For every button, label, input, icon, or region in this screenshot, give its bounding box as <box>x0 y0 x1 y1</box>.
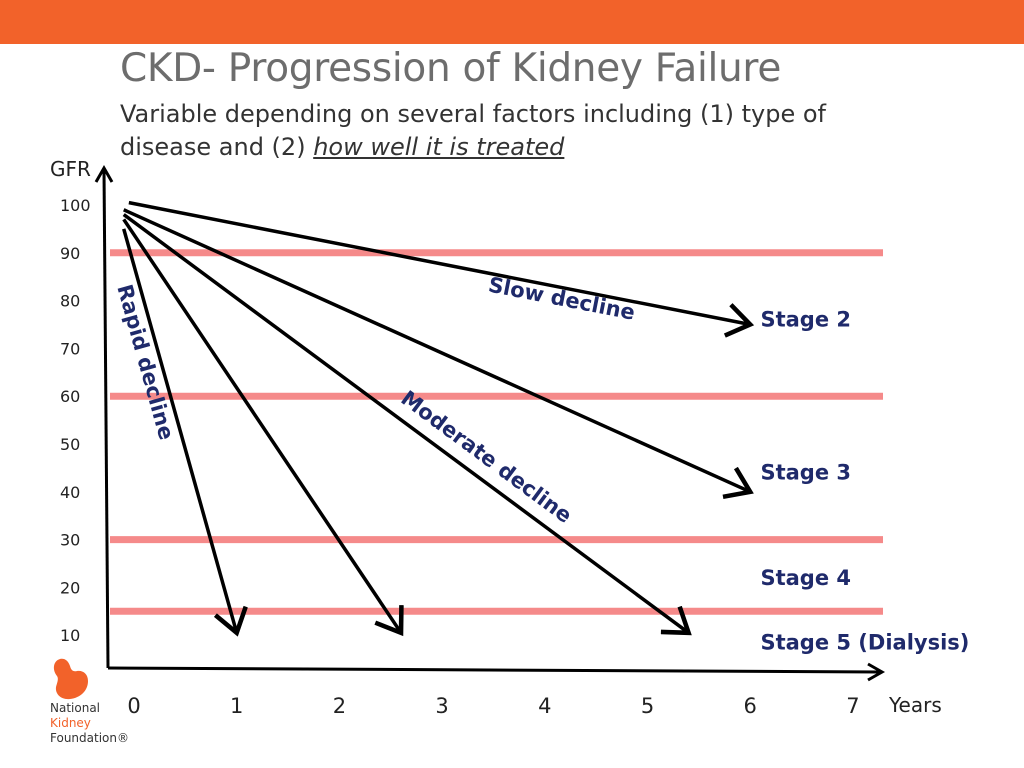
y-tick-label: 60 <box>60 387 80 406</box>
x-axis-line <box>107 666 881 674</box>
x-tick-label: 4 <box>538 694 551 718</box>
x-tick-label: 5 <box>641 694 654 718</box>
x-tick-label: 7 <box>846 694 859 718</box>
y-tick-label: 30 <box>60 531 80 550</box>
decline-arrow-2 <box>122 218 401 632</box>
y-tick-label: 40 <box>60 483 80 502</box>
slide-title: CKD- Progression of Kidney Failure <box>120 46 782 91</box>
moderate-decline-label: Moderate decline <box>396 386 576 528</box>
slide-subtitle: Variable depending on several factors in… <box>120 98 840 164</box>
x-axis-arrowhead <box>867 662 886 682</box>
x-tick-label: 2 <box>333 694 346 718</box>
y-tick-label: 90 <box>60 244 80 263</box>
logo-text-national: National <box>50 701 101 715</box>
y-tick-label: 10 <box>60 626 80 645</box>
y-tick-label: 100 <box>60 196 91 215</box>
x-tick-label: 0 <box>127 694 140 718</box>
logo-text-kidney: Kidney <box>50 716 91 730</box>
subtitle-emphasis: how well it is treated <box>313 133 565 161</box>
stage-label-3: Stage 3 <box>760 461 851 485</box>
nkf-logo: National Kidney Foundation® <box>50 657 150 757</box>
y-axis-arrowhead <box>94 164 114 183</box>
decline-arrow-1 <box>122 228 237 633</box>
x-tick-label: 6 <box>744 694 757 718</box>
kidney-icon <box>53 658 88 700</box>
y-axis-line <box>102 169 110 669</box>
logo-text-foundation: Foundation® <box>50 731 129 745</box>
y-tick-label: 70 <box>60 339 80 358</box>
stage-label-5: Stage 5 (Dialysis) <box>760 630 969 654</box>
subtitle-text: Variable depending on several factors in… <box>120 100 826 161</box>
x-axis-title: Years <box>888 693 942 717</box>
stage-label-4: Stage 4 <box>760 566 851 590</box>
top-accent-bar <box>0 0 1024 44</box>
x-tick-label: 1 <box>230 694 243 718</box>
y-tick-label: 50 <box>60 435 80 454</box>
x-tick-label: 3 <box>435 694 448 718</box>
stage-label-2: Stage 2 <box>760 308 851 332</box>
slow-decline-label: Slow decline <box>486 273 637 325</box>
y-axis-title: GFR <box>50 157 91 181</box>
y-tick-label: 20 <box>60 578 80 597</box>
decline-arrow-5 <box>128 200 750 325</box>
decline-arrow-3 <box>122 213 689 633</box>
y-tick-label: 80 <box>60 292 80 311</box>
decline-arrow-4 <box>123 208 750 492</box>
